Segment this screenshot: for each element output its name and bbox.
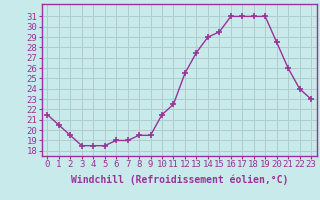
X-axis label: Windchill (Refroidissement éolien,°C): Windchill (Refroidissement éolien,°C)	[70, 175, 288, 185]
